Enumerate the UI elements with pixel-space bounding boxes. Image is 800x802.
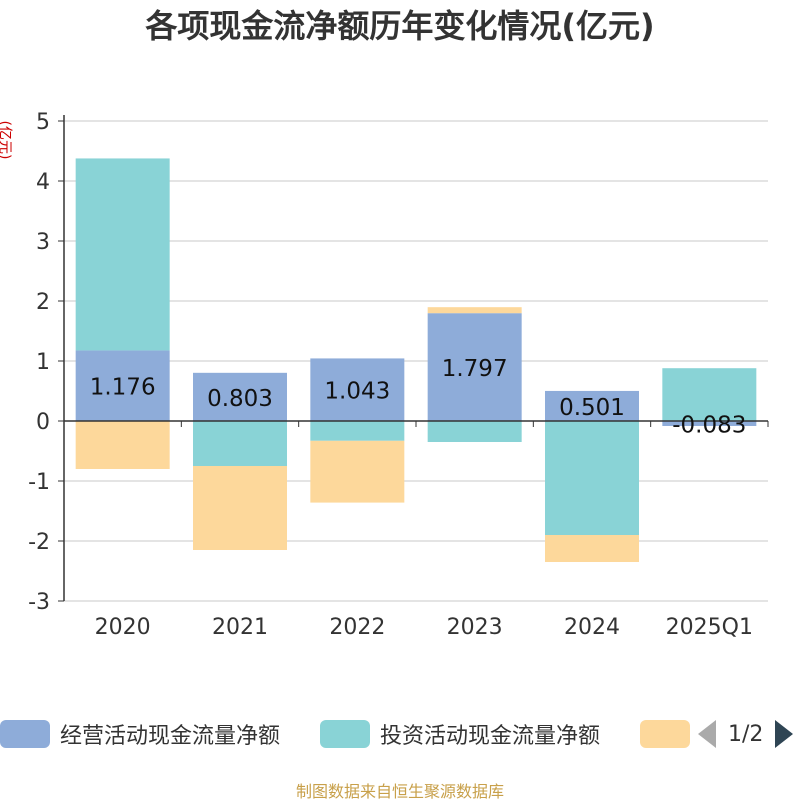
- bar-series0-2023: [427, 313, 522, 421]
- legend-prev-arrow-icon[interactable]: [698, 720, 716, 748]
- x-tick-label-2020: 2020: [95, 615, 151, 640]
- bar-series2-2022: [310, 440, 405, 503]
- bar-series1-2025Q1: [662, 368, 757, 421]
- stacked-bar-chart: -3 -2 -1 0 1 2 3 4 5 2020 2021 2022 2023 2024 2025Q1 1.…: [28, 110, 769, 640]
- bar-series2-2020: [75, 421, 170, 469]
- bar-series1-2022: [310, 421, 405, 441]
- legend-label-operating: 经营活动现金流量净额: [60, 724, 281, 749]
- bar-series2-2024: [545, 535, 639, 562]
- legend-swatch-financing: [640, 720, 690, 748]
- legend-page-indicator: 1/2: [728, 721, 764, 747]
- legend-next-arrow-icon[interactable]: [775, 720, 794, 748]
- bar-series0-2021: [193, 372, 287, 421]
- data-label-2021: 0.803: [207, 386, 273, 412]
- y-tick-label: -1: [28, 470, 50, 495]
- chart-title: 各项现金流净额历年变化情况(亿元): [145, 7, 655, 45]
- legend-swatch-investing: [320, 720, 370, 748]
- legend-item-operating[interactable]: 经营活动现金流量净额: [0, 716, 280, 752]
- legend-swatch-operating: [0, 720, 50, 748]
- bar-series2-2021: [193, 466, 287, 550]
- y-tick-label: -3: [28, 590, 50, 615]
- data-source-note: 制图数据来自恒生聚源数据库: [295, 782, 504, 801]
- bar-series0-2020: [75, 350, 170, 421]
- data-label-2025Q1: -0.083: [672, 412, 746, 438]
- y-tick-label: 5: [36, 110, 50, 135]
- x-tick-label-2021: 2021: [212, 615, 268, 640]
- x-tick-label-2022: 2022: [329, 615, 385, 640]
- bar-series0-2024: [545, 390, 639, 421]
- x-tick-label-2023: 2023: [447, 615, 503, 640]
- bar-series1-2020: [75, 158, 170, 351]
- legend-item-investing[interactable]: 投资活动现金流量净额: [320, 716, 600, 752]
- x-tick-label-2024: 2024: [564, 615, 620, 640]
- y-tick-label: 2: [36, 290, 50, 315]
- legend-label-investing: 投资活动现金流量净额: [380, 724, 601, 749]
- y-tick-label: 0: [36, 410, 50, 435]
- data-label-2023: 1.797: [442, 356, 508, 382]
- bar-series1-2023: [427, 421, 522, 442]
- legend-pager: 1/2: [698, 716, 794, 752]
- x-tick-label-2025Q1: 2025Q1: [666, 615, 753, 640]
- bar-series2-2023: [427, 307, 522, 314]
- y-tick-label: 4: [36, 170, 50, 195]
- y-tick-label: 1: [36, 350, 50, 375]
- data-label-2022: 1.043: [324, 379, 390, 405]
- bar-series1-2024: [545, 421, 639, 535]
- bar-series0-2025Q1: [662, 421, 757, 426]
- legend-item-financing[interactable]: [640, 716, 690, 752]
- data-label-2024: 0.501: [559, 395, 625, 421]
- y-tick-label: 3: [36, 230, 50, 255]
- bar-series1-2021: [193, 421, 287, 466]
- bar-series0-2022: [310, 358, 405, 421]
- y-tick-label: -2: [28, 530, 50, 555]
- data-label-2020: 1.176: [90, 375, 156, 401]
